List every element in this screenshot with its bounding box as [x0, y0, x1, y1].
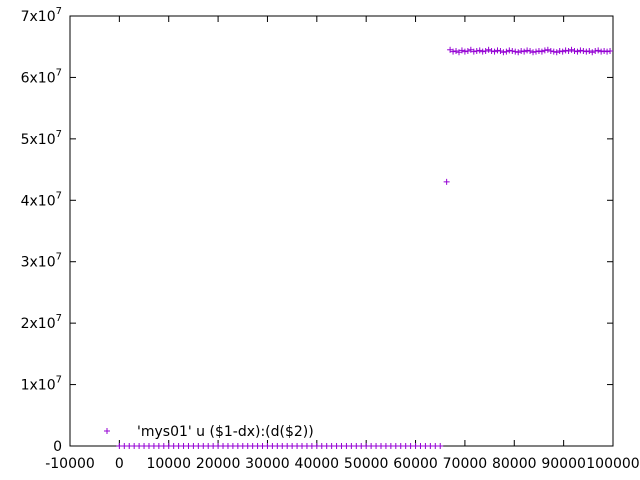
legend: 'mys01' u ($1-dx):(d($2)): [104, 424, 314, 440]
y-tick-label: 4x107: [21, 190, 62, 209]
data-point: [450, 48, 457, 55]
y-tick-label: 0: [53, 439, 62, 455]
y-tick-exponent: 7: [56, 313, 62, 324]
data-point: [482, 48, 489, 55]
x-tick-label: 20000: [196, 456, 241, 472]
data-point: [476, 47, 483, 54]
data-point: [541, 47, 548, 54]
x-tick-label: 90000: [541, 456, 586, 472]
y-tick-mantissa: 6x10: [21, 70, 56, 86]
x-tick-label: 10000: [146, 456, 191, 472]
data-point: [494, 47, 501, 54]
y-tick-exponent: 7: [56, 190, 62, 201]
y-tick-exponent: 7: [56, 252, 62, 263]
data-point: [598, 48, 605, 55]
y-tick-mantissa: 3x10: [21, 255, 56, 271]
data-point: [592, 48, 599, 55]
plot-border: [69, 15, 614, 447]
data-point: [524, 47, 531, 54]
y-tick-mantissa: 7x10: [21, 9, 56, 25]
data-point: [437, 443, 444, 449]
data-point: [470, 48, 477, 55]
data-point: [589, 49, 596, 56]
data-point: [604, 48, 611, 55]
data-point: [506, 47, 513, 54]
x-tick-label: 100000: [586, 456, 639, 472]
data-point: [562, 47, 569, 54]
y-tick-label: 6x107: [21, 67, 62, 86]
data-point: [443, 178, 450, 185]
y-tick-label: 2x107: [21, 313, 62, 332]
x-tick-label: 40000: [295, 456, 340, 472]
data-point: [530, 49, 537, 56]
data-point: [535, 48, 542, 55]
data-point: [509, 48, 516, 55]
data-point: [574, 48, 581, 55]
x-tick-label: 0: [115, 456, 124, 472]
y-tick-label: 7x107: [21, 6, 62, 25]
x-tick-label: 60000: [393, 456, 438, 472]
y-tick-exponent: 7: [56, 67, 62, 78]
y-tick-exponent: 7: [56, 375, 62, 386]
y-tick-exponent: 7: [56, 129, 62, 140]
data-point: [527, 48, 534, 55]
data-point: [461, 48, 468, 55]
data-point: [583, 48, 590, 55]
data-point: [544, 46, 551, 53]
x-tick-label: 30000: [245, 456, 290, 472]
data-point: [521, 48, 528, 55]
data-point: [491, 48, 498, 55]
tick-marks: [69, 15, 614, 447]
data-point: [580, 48, 587, 55]
data-point: [512, 48, 519, 55]
data-point: [503, 48, 510, 55]
data-point: [538, 48, 545, 55]
data-points: [116, 46, 614, 449]
data-point: [601, 48, 608, 55]
data-point: [473, 48, 480, 55]
data-point: [577, 47, 584, 54]
data-point: [488, 48, 495, 55]
data-point: [453, 48, 460, 55]
data-point: [586, 48, 593, 55]
x-tick-label: -10000: [45, 456, 95, 472]
legend-label: 'mys01' u ($1-dx):(d($2)): [137, 424, 314, 440]
data-point: [485, 46, 492, 53]
data-point: [518, 48, 525, 55]
data-point: [568, 46, 575, 53]
data-point: [559, 48, 566, 55]
y-tick-mantissa: 1x10: [21, 378, 56, 394]
x-tick-label: 80000: [492, 456, 537, 472]
y-tick-label: 1x107: [21, 375, 62, 394]
y-tick-label: 5x107: [21, 129, 62, 148]
data-point: [553, 49, 560, 56]
data-point: [571, 48, 578, 55]
x-tick-label: 70000: [443, 456, 488, 472]
y-tick-mantissa: 4x10: [21, 193, 56, 209]
axes: [69, 15, 614, 447]
y-tick-exponent: 7: [56, 6, 62, 17]
data-point: [479, 48, 486, 55]
y-tick-mantissa: 5x10: [21, 132, 56, 148]
data-point: [458, 47, 465, 54]
data-point: [607, 48, 614, 55]
data-point: [497, 48, 504, 55]
y-tick-label: 3x107: [21, 252, 62, 271]
tick-labels: -10000 0 10000 20000 30000 40000 50000 60000 700…: [21, 6, 640, 472]
data-point: [500, 49, 507, 56]
data-point: [515, 49, 522, 56]
data-point: [464, 48, 471, 55]
x-tick-label: 50000: [344, 456, 389, 472]
y-tick-mantissa: 2x10: [21, 316, 56, 332]
legend-marker: [104, 428, 110, 434]
data-point: [550, 48, 557, 55]
data-point: [556, 48, 563, 55]
data-point: [565, 48, 572, 55]
data-point: [547, 48, 554, 55]
data-point: [595, 47, 602, 54]
data-point: [532, 48, 539, 55]
